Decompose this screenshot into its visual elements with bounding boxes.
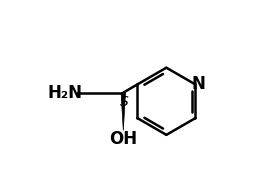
Text: OH: OH bbox=[109, 130, 137, 148]
Text: N: N bbox=[192, 75, 206, 93]
Polygon shape bbox=[121, 93, 126, 131]
Text: S: S bbox=[120, 95, 129, 109]
Text: H₂N: H₂N bbox=[47, 84, 82, 102]
